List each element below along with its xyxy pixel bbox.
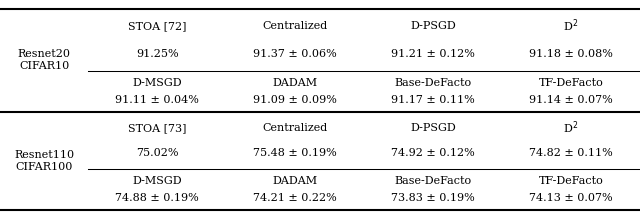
Text: 91.21 ± 0.12%: 91.21 ± 0.12% <box>391 49 475 59</box>
Text: D$^2$: D$^2$ <box>563 120 579 136</box>
Text: 91.18 ± 0.08%: 91.18 ± 0.08% <box>529 49 613 59</box>
Text: 75.02%: 75.02% <box>136 148 179 158</box>
Text: STOA [72]: STOA [72] <box>128 21 186 31</box>
Text: Centralized: Centralized <box>262 123 328 133</box>
Text: 91.14 ± 0.07%: 91.14 ± 0.07% <box>529 95 613 105</box>
Text: D-PSGD: D-PSGD <box>410 21 456 31</box>
Text: Base-DeFacto: Base-DeFacto <box>394 176 472 186</box>
Text: DADAM: DADAM <box>273 176 318 186</box>
Text: Centralized: Centralized <box>262 21 328 31</box>
Text: 75.48 ± 0.19%: 75.48 ± 0.19% <box>253 148 337 158</box>
Text: 74.82 ± 0.11%: 74.82 ± 0.11% <box>529 148 613 158</box>
Text: 74.13 ± 0.07%: 74.13 ± 0.07% <box>529 193 613 203</box>
Text: TF-DeFacto: TF-DeFacto <box>539 176 604 186</box>
Text: 91.11 ± 0.04%: 91.11 ± 0.04% <box>115 95 199 105</box>
Text: 91.17 ± 0.11%: 91.17 ± 0.11% <box>391 95 475 105</box>
Text: 91.09 ± 0.09%: 91.09 ± 0.09% <box>253 95 337 105</box>
Text: 91.25%: 91.25% <box>136 49 179 59</box>
Text: TF-DeFacto: TF-DeFacto <box>539 78 604 88</box>
Text: Base-DeFacto: Base-DeFacto <box>394 78 472 88</box>
Text: Resnet20
CIFAR10: Resnet20 CIFAR10 <box>18 49 70 71</box>
Text: Resnet110
CIFAR100: Resnet110 CIFAR100 <box>14 150 74 172</box>
Text: 73.83 ± 0.19%: 73.83 ± 0.19% <box>391 193 475 203</box>
Text: 74.88 ± 0.19%: 74.88 ± 0.19% <box>115 193 199 203</box>
Text: 91.37 ± 0.06%: 91.37 ± 0.06% <box>253 49 337 59</box>
Text: 74.21 ± 0.22%: 74.21 ± 0.22% <box>253 193 337 203</box>
Text: DADAM: DADAM <box>273 78 318 88</box>
Text: D$^2$: D$^2$ <box>563 18 579 35</box>
Text: D-PSGD: D-PSGD <box>410 123 456 133</box>
Text: STOA [73]: STOA [73] <box>128 123 186 133</box>
Text: D-MSGD: D-MSGD <box>132 78 182 88</box>
Text: D-MSGD: D-MSGD <box>132 176 182 186</box>
Text: 74.92 ± 0.12%: 74.92 ± 0.12% <box>391 148 475 158</box>
